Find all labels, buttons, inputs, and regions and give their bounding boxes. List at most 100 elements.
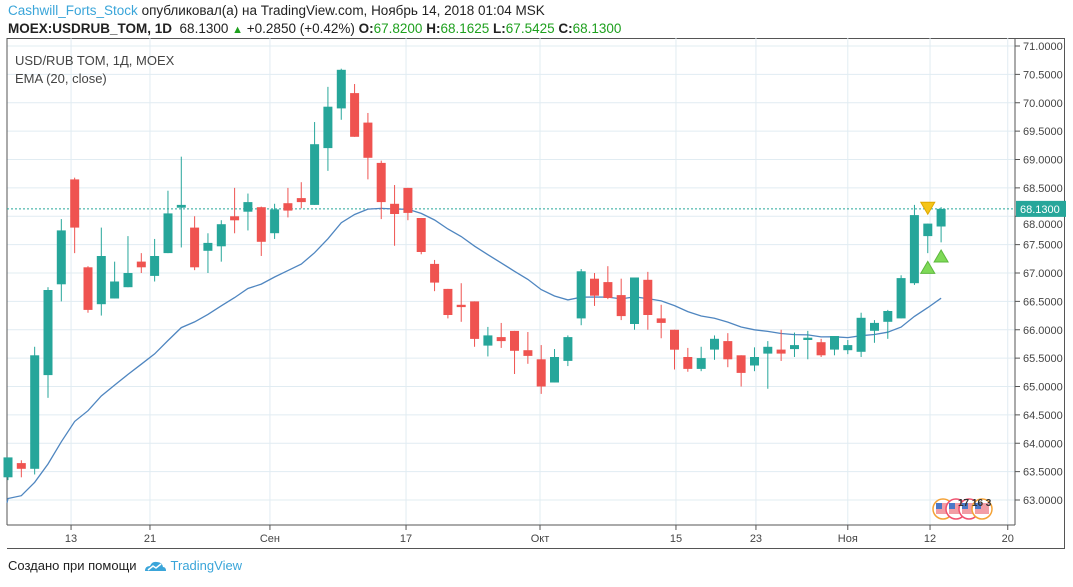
candle-up[interactable]	[790, 332, 799, 357]
candle-body	[136, 261, 146, 268]
candle-up[interactable]	[550, 349, 559, 383]
candle-down[interactable]	[736, 355, 746, 387]
candle-up[interactable]	[883, 309, 893, 339]
candle-up[interactable]	[336, 68, 346, 120]
candle-body	[30, 355, 40, 469]
candle-down[interactable]	[456, 283, 466, 322]
x-axis-label: 20	[1002, 533, 1014, 545]
candle-up[interactable]	[763, 341, 773, 389]
candle-body	[723, 341, 733, 360]
candle-down[interactable]	[390, 185, 400, 246]
candle-down[interactable]	[590, 273, 599, 306]
author-link[interactable]: Cashwill_Forts_Stock	[8, 3, 138, 18]
candle-body	[710, 338, 719, 350]
candle-down[interactable]	[616, 278, 626, 321]
candle-up[interactable]	[750, 347, 759, 372]
candle-up[interactable]	[696, 346, 706, 372]
candle-up[interactable]	[96, 227, 106, 316]
symbol-info: MOEX:USDRUB_TOM, 1D 68.1300 ▲ +0.2850 (+…	[8, 21, 621, 38]
candle-up[interactable]	[30, 346, 40, 475]
candle-down[interactable]	[523, 332, 533, 364]
candle-up[interactable]	[856, 312, 866, 357]
legend-indicator[interactable]: EMA (20, close)	[15, 71, 107, 86]
candle-down[interactable]	[643, 271, 653, 330]
candle-down[interactable]	[230, 187, 240, 234]
candle-down[interactable]	[296, 182, 306, 209]
candle-body	[563, 337, 573, 361]
candle-down[interactable]	[376, 160, 386, 220]
candle-down[interactable]	[683, 347, 693, 372]
candle-up[interactable]	[203, 233, 213, 273]
candle-down[interactable]	[776, 329, 786, 361]
candle-up[interactable]	[483, 326, 493, 357]
candle-down[interactable]	[16, 460, 26, 478]
candle-up[interactable]	[310, 122, 320, 205]
candle-down[interactable]	[363, 112, 373, 180]
last-price: 68.1300	[179, 21, 229, 36]
candle-up[interactable]	[3, 457, 13, 481]
candle-up[interactable]	[163, 190, 173, 254]
candle-up[interactable]	[896, 275, 906, 319]
candle-down[interactable]	[510, 330, 519, 375]
y-axis-label: 63.5000	[1023, 467, 1063, 479]
candle-up[interactable]	[843, 339, 853, 355]
candle-up[interactable]	[803, 330, 813, 360]
candle-down[interactable]	[723, 333, 733, 368]
candle-down[interactable]	[83, 266, 93, 313]
candle-down[interactable]	[670, 329, 679, 370]
candle-up[interactable]	[176, 156, 186, 248]
candle-up[interactable]	[270, 203, 280, 239]
candle-up[interactable]	[563, 335, 573, 367]
buy-signal-triangle-icon[interactable]	[933, 248, 949, 263]
candle-up[interactable]	[576, 269, 586, 326]
sell-signal-triangle-icon[interactable]	[919, 201, 936, 216]
candle-up[interactable]	[323, 86, 333, 171]
legend-symbol[interactable]: USD/RUB TOM, 1Д, MOEX	[15, 53, 175, 68]
candle-up[interactable]	[923, 223, 933, 254]
price-change: +0.2850 (+0.42%)	[246, 21, 355, 36]
y-axis-label: 71.0000	[1023, 41, 1063, 53]
candle-body	[123, 273, 133, 288]
candle-down[interactable]	[256, 206, 266, 256]
candle-up[interactable]	[630, 277, 639, 330]
candle-up[interactable]	[710, 335, 719, 360]
buy-signal-triangle-icon[interactable]	[919, 260, 936, 274]
candle-down[interactable]	[536, 345, 546, 394]
tradingview-link[interactable]: TradingView	[143, 558, 242, 573]
candle-body	[870, 322, 879, 331]
candle-body	[376, 162, 386, 203]
candle-up[interactable]	[150, 238, 160, 282]
candle-down[interactable]	[470, 301, 480, 347]
candle-down[interactable]	[136, 253, 146, 273]
candle-down[interactable]	[430, 259, 440, 292]
last-price-badge	[1016, 200, 1066, 217]
candle-down[interactable]	[70, 177, 80, 254]
candle-down[interactable]	[816, 338, 826, 357]
candle-down[interactable]	[443, 288, 453, 319]
candle-body	[230, 216, 240, 221]
candle-down[interactable]	[416, 217, 426, 255]
candle-body	[670, 329, 679, 350]
candle-up[interactable]	[936, 207, 946, 243]
y-axis-label: 68.0000	[1023, 219, 1063, 231]
last-price-badge-text: 68.1300	[1020, 204, 1060, 216]
candle-up[interactable]	[830, 335, 839, 356]
candle-body	[3, 457, 13, 478]
candle-down[interactable]	[283, 187, 293, 218]
candle-body	[830, 336, 839, 350]
candle-up[interactable]	[43, 287, 53, 398]
candle-down[interactable]	[496, 322, 506, 348]
candle-down[interactable]	[656, 304, 666, 339]
candle-down[interactable]	[403, 187, 413, 221]
candle-up[interactable]	[870, 320, 879, 343]
candle-up[interactable]	[216, 220, 226, 262]
candle-down[interactable]	[350, 84, 360, 137]
candle-up[interactable]	[243, 193, 253, 231]
candle-up[interactable]	[123, 236, 133, 288]
candle-down[interactable]	[190, 216, 200, 271]
candle-up[interactable]	[110, 261, 120, 299]
candle-up[interactable]	[56, 219, 66, 302]
candle-down[interactable]	[603, 266, 613, 300]
candle-up[interactable]	[909, 204, 919, 285]
